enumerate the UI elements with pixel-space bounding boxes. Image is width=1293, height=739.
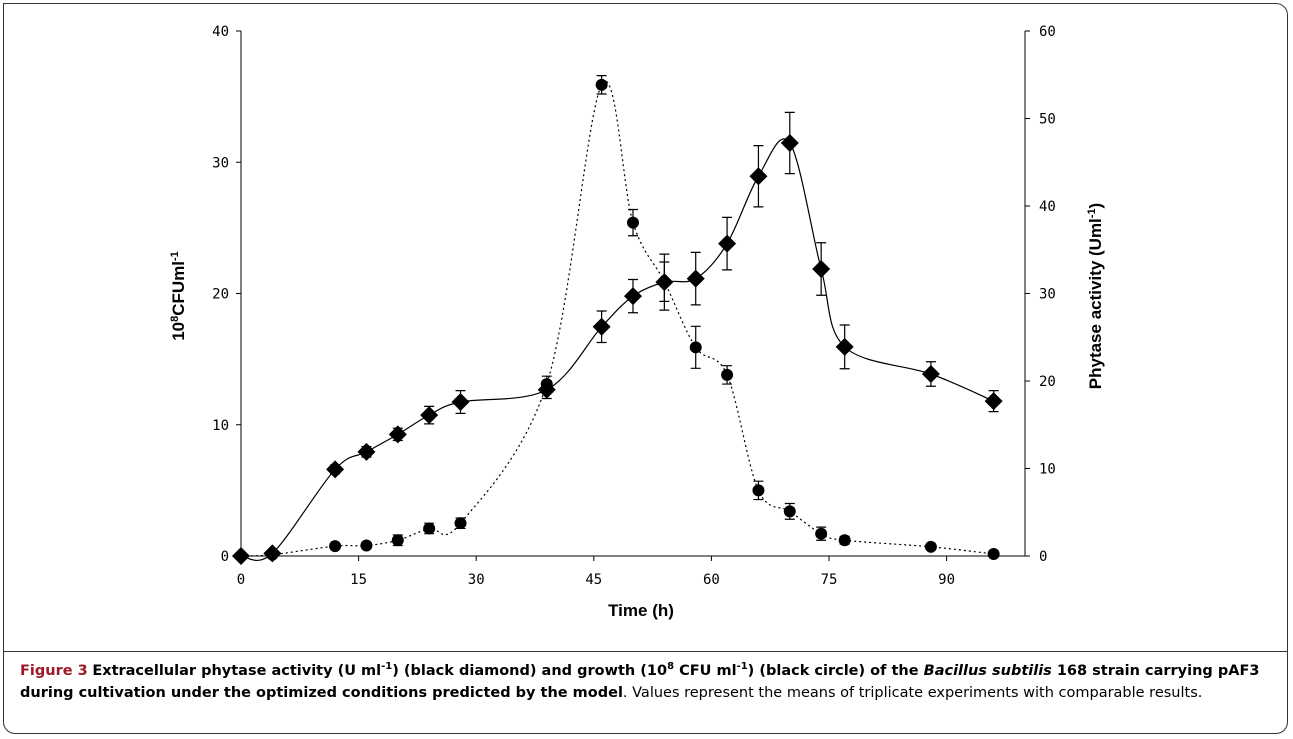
caption-part: CFU ml — [674, 663, 737, 679]
y-tick-label: 0 — [221, 549, 229, 565]
circle-marker — [783, 505, 796, 518]
figure-label: Figure 3 — [20, 663, 88, 679]
y2-tick-label: 0 — [1039, 549, 1047, 565]
y2-tick-label: 20 — [1039, 374, 1056, 390]
x-tick-label: 45 — [585, 572, 602, 588]
circle-marker — [360, 539, 373, 552]
y-title-part: CFUml — [169, 261, 188, 316]
separator — [4, 651, 1287, 652]
diamond-marker — [451, 393, 470, 411]
y-title-sup: -1 — [169, 251, 181, 261]
x-tick-label: 0 — [237, 572, 245, 588]
y-tick-label: 30 — [212, 155, 229, 171]
y2-tick-label: 10 — [1039, 462, 1056, 478]
diamond-marker — [592, 317, 611, 336]
x-tick-label: 60 — [703, 572, 720, 588]
series-line — [240, 80, 994, 557]
diamond-marker — [780, 134, 799, 152]
circle-marker — [266, 548, 279, 561]
y-tick-label: 10 — [212, 418, 229, 434]
diamond-marker — [326, 460, 345, 479]
circle-marker — [838, 534, 851, 547]
circle-marker — [595, 78, 608, 91]
circle-marker — [329, 540, 342, 553]
circle-marker — [540, 378, 553, 391]
diamond-marker — [420, 406, 439, 425]
circle-marker — [924, 540, 937, 553]
y-tick-label: 40 — [212, 24, 229, 40]
circle-marker — [721, 368, 734, 381]
caption-sup: -1 — [381, 661, 393, 673]
y-title-part: 10 — [169, 322, 188, 341]
circle-marker — [752, 484, 765, 497]
series-line — [240, 138, 994, 562]
x-tick-label: 90 — [938, 572, 955, 588]
caption-part: 168 strain carrying pAF3 during cultivat… — [20, 663, 1260, 701]
x-tick-label: 30 — [468, 572, 485, 588]
circle-marker — [658, 275, 671, 288]
y2-axis-title: Phytase activity (Uml-1) — [1086, 203, 1105, 389]
y2-tick-label: 40 — [1039, 199, 1056, 215]
circle-marker — [627, 216, 639, 229]
y2-tick-label: 30 — [1039, 287, 1056, 303]
diamond-marker — [718, 234, 737, 253]
caption-part: Extracellular phytase activity (U ml — [92, 663, 382, 679]
x-tick-label: 15 — [350, 572, 367, 588]
diamond-marker — [921, 365, 940, 383]
circle-marker — [423, 522, 436, 535]
circle-marker — [391, 534, 404, 547]
y2-title-part: ) — [1086, 203, 1105, 209]
diamond-marker — [984, 392, 1003, 411]
diamond-marker — [749, 167, 768, 186]
x-axis-title: Time (h) — [608, 601, 674, 620]
caption-sup: 8 — [667, 661, 675, 673]
caption-part: ) (black diamond) and growth (10 — [392, 663, 668, 679]
y-tick-label: 20 — [212, 287, 229, 303]
figure: Time (h) 108CFUml-1 Phytase activity (Um… — [3, 3, 1288, 734]
caption-part: ) (black circle) of the — [747, 663, 924, 679]
circle-marker — [454, 517, 467, 530]
y2-tick-label: 60 — [1039, 24, 1056, 40]
y-axis-title: 108CFUml-1 — [169, 251, 188, 341]
y2-title-part: Phytase activity (Uml — [1086, 218, 1105, 389]
x-tick-label: 75 — [821, 572, 838, 588]
diamond-marker — [388, 425, 407, 444]
y2-tick-label: 50 — [1039, 112, 1056, 128]
circle-marker — [987, 548, 1000, 561]
circle-marker — [235, 550, 247, 562]
caption-sup: -1 — [736, 661, 748, 673]
diamond-marker — [357, 442, 376, 461]
circle-marker — [689, 341, 702, 354]
y2-title-sup: -1 — [1086, 208, 1098, 218]
diamond-marker — [812, 260, 831, 278]
y-title-sup: 8 — [169, 316, 181, 322]
diamond-marker — [835, 337, 854, 356]
diamond-marker — [624, 287, 642, 306]
caption-text: . Values represent the means of triplica… — [622, 685, 1203, 701]
caption-bold: Extracellular phytase activity (U ml-1) … — [20, 661, 1260, 701]
diamond-marker — [686, 269, 705, 288]
caption-italic: Bacillus subtilis — [923, 663, 1052, 679]
circle-marker — [815, 527, 828, 540]
chart: Time (h) 108CFUml-1 Phytase activity (Um… — [169, 24, 1105, 620]
caption: Figure 3 Extracellular phytase activity … — [20, 660, 1270, 704]
